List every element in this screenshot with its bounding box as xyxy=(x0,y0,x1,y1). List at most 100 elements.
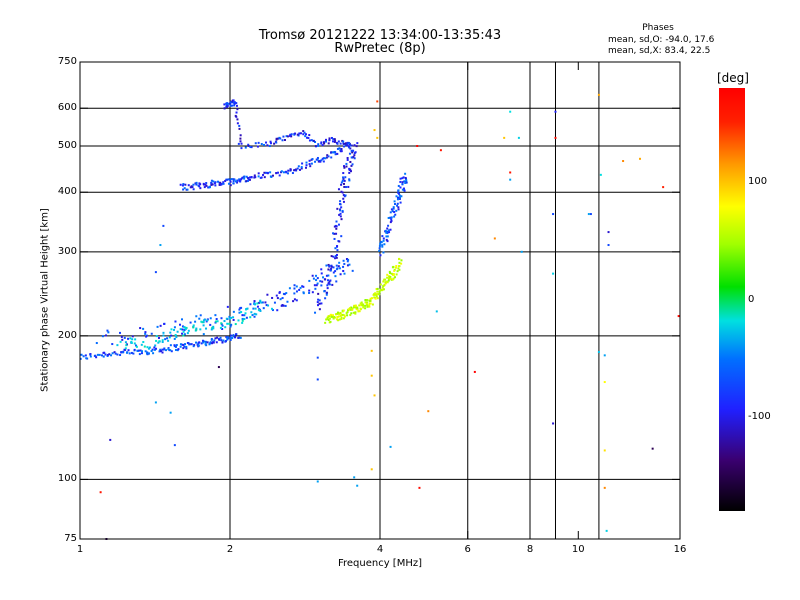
data-point xyxy=(147,352,150,355)
data-point xyxy=(278,174,281,177)
data-point xyxy=(400,195,403,198)
data-point xyxy=(249,303,252,306)
data-point xyxy=(221,324,224,327)
data-point xyxy=(283,293,286,296)
data-point xyxy=(256,145,259,148)
data-point xyxy=(241,314,244,317)
data-point xyxy=(607,244,610,247)
data-point xyxy=(374,297,377,300)
data-point xyxy=(150,350,153,353)
data-point xyxy=(342,197,345,200)
data-point xyxy=(607,231,610,234)
data-point xyxy=(353,304,356,307)
data-point xyxy=(343,195,346,198)
data-point xyxy=(194,320,197,323)
data-point xyxy=(325,274,328,277)
data-point xyxy=(342,269,345,272)
data-point xyxy=(345,162,348,165)
data-point xyxy=(390,219,393,222)
data-point xyxy=(378,247,381,250)
data-point xyxy=(348,152,351,155)
data-point xyxy=(294,132,297,135)
data-point xyxy=(109,438,112,441)
data-point xyxy=(123,336,126,339)
data-point xyxy=(309,165,312,168)
data-point xyxy=(245,175,248,178)
data-point xyxy=(328,315,331,318)
data-point xyxy=(320,272,323,275)
data-point xyxy=(354,304,357,307)
data-point xyxy=(215,341,218,344)
data-point xyxy=(209,342,212,345)
data-point xyxy=(340,206,343,209)
data-point xyxy=(236,181,239,184)
data-point xyxy=(326,284,329,287)
data-point xyxy=(334,270,337,273)
data-point xyxy=(393,215,396,218)
data-point xyxy=(209,341,212,344)
data-point xyxy=(232,335,235,338)
data-point xyxy=(587,213,590,216)
data-point xyxy=(552,213,555,216)
data-point xyxy=(126,351,129,354)
data-point xyxy=(281,297,284,300)
data-point xyxy=(321,144,324,147)
data-point xyxy=(285,171,288,174)
data-point xyxy=(339,200,342,203)
data-point xyxy=(315,279,318,282)
data-point xyxy=(174,333,177,336)
data-point xyxy=(84,354,87,357)
data-point xyxy=(161,348,164,351)
data-point xyxy=(394,276,397,279)
data-point xyxy=(202,182,205,185)
data-point xyxy=(340,183,343,186)
data-point xyxy=(205,320,208,323)
data-point xyxy=(160,350,163,353)
data-point xyxy=(392,278,395,281)
data-point xyxy=(289,133,292,136)
data-point xyxy=(331,315,334,318)
data-point xyxy=(348,142,351,145)
data-point xyxy=(215,320,218,323)
data-point xyxy=(131,338,134,341)
data-point xyxy=(351,151,354,154)
data-point xyxy=(336,207,339,210)
data-point xyxy=(339,273,342,276)
data-point xyxy=(264,301,267,304)
data-point xyxy=(173,326,176,329)
data-point xyxy=(322,276,325,279)
data-point xyxy=(389,445,392,448)
data-point xyxy=(400,262,403,265)
data-point xyxy=(215,318,218,321)
data-point xyxy=(333,232,336,235)
data-point xyxy=(332,138,335,141)
data-point xyxy=(333,237,336,240)
data-point xyxy=(174,345,177,348)
data-point xyxy=(364,299,367,302)
data-point xyxy=(223,320,226,323)
data-point xyxy=(232,180,235,183)
data-point xyxy=(201,321,204,324)
data-point xyxy=(366,299,369,302)
data-point xyxy=(222,181,225,184)
data-point xyxy=(321,280,324,283)
data-point xyxy=(353,154,356,157)
data-point xyxy=(163,322,166,325)
data-point xyxy=(119,354,122,357)
data-point xyxy=(340,218,343,221)
data-point xyxy=(251,314,254,317)
data-point xyxy=(124,347,127,350)
data-point xyxy=(114,352,117,355)
data-point xyxy=(175,336,178,339)
data-point xyxy=(140,350,143,353)
data-point xyxy=(603,381,606,384)
data-point xyxy=(253,300,256,303)
data-point xyxy=(136,349,139,352)
data-point xyxy=(404,182,407,185)
data-point xyxy=(210,328,213,331)
data-point xyxy=(368,305,371,308)
data-point xyxy=(228,102,231,105)
data-point xyxy=(389,211,392,214)
data-point xyxy=(229,184,232,187)
data-point xyxy=(176,330,179,333)
